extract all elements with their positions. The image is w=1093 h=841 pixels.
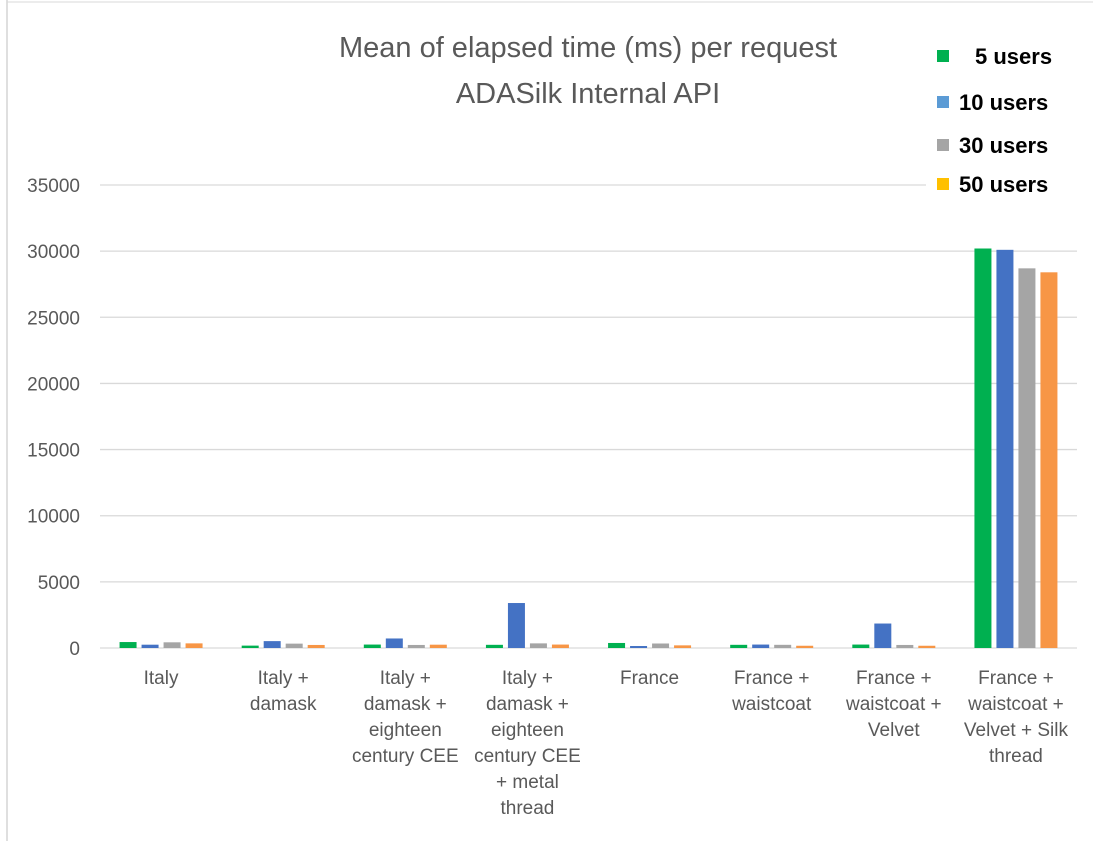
y-tick-label: 20000 xyxy=(27,374,80,395)
bar xyxy=(385,638,403,648)
legend-swatch xyxy=(937,139,949,151)
x-category-label: Velvet + Silk xyxy=(964,720,1069,741)
bar xyxy=(285,643,303,648)
legend-background xyxy=(926,34,1078,202)
legend-swatch xyxy=(937,96,949,108)
bars xyxy=(119,248,1058,649)
x-axis-category-labels: Italy Italy + damask Italy + damask + eightee… xyxy=(144,668,1069,819)
y-tick-label: 10000 xyxy=(27,507,80,528)
bar xyxy=(1018,268,1036,648)
y-tick-label: 35000 xyxy=(27,176,80,197)
bar xyxy=(918,645,936,648)
x-category-label: damask xyxy=(250,694,317,715)
bar xyxy=(752,644,770,648)
bar xyxy=(529,643,547,648)
bar xyxy=(774,644,792,648)
bar xyxy=(608,642,626,648)
y-tick-label: 5000 xyxy=(38,573,80,594)
legend-swatch xyxy=(937,50,949,62)
bar xyxy=(551,644,569,648)
x-category-label: damask + xyxy=(364,694,447,715)
bar xyxy=(507,603,525,648)
x-category-label: waistcoat xyxy=(731,694,812,715)
x-category-label: century CEE xyxy=(352,746,459,767)
x-category-label: France + xyxy=(978,668,1054,689)
bar xyxy=(652,643,670,648)
y-tick-label: 25000 xyxy=(27,308,80,329)
x-category-label: France xyxy=(620,668,679,689)
x-category-label: thread xyxy=(501,798,555,819)
bar xyxy=(141,644,159,648)
bar xyxy=(1040,272,1058,648)
bar xyxy=(185,643,203,648)
legend-label: 30 users xyxy=(959,133,1048,158)
bar xyxy=(974,248,992,649)
x-category-label: thread xyxy=(989,746,1043,767)
legend: 5 users 10 users 30 users 50 users xyxy=(926,34,1078,202)
x-category-label: France + xyxy=(856,668,932,689)
chart-title-line-2: ADASilk Internal API xyxy=(456,78,720,110)
x-category-label: France + xyxy=(734,668,810,689)
x-category-label: waistcoat + xyxy=(967,694,1064,715)
x-category-label: eighteen xyxy=(369,720,442,741)
bar xyxy=(896,644,914,648)
y-tick-label: 0 xyxy=(69,639,80,660)
bar xyxy=(429,644,447,648)
bar xyxy=(363,644,381,648)
bar xyxy=(730,644,748,648)
y-axis-tick-labels: 0 5000 10000 15000 20000 25000 30000 35000 xyxy=(27,176,80,660)
x-category-label: waistcoat + xyxy=(845,694,942,715)
bar xyxy=(485,644,503,648)
x-category-label: Italy + xyxy=(502,668,553,689)
bar xyxy=(630,646,648,648)
x-category-label: Italy xyxy=(144,668,179,689)
bar xyxy=(163,642,181,648)
chart-title-line-1: Mean of elapsed time (ms) per request xyxy=(339,32,837,64)
x-category-label: century CEE xyxy=(474,746,581,767)
bar xyxy=(996,249,1014,648)
y-tick-label: 30000 xyxy=(27,242,80,263)
legend-label: 50 users xyxy=(959,172,1048,197)
bar xyxy=(263,641,281,648)
x-category-label: Italy + xyxy=(380,668,431,689)
bar xyxy=(241,645,259,648)
x-category-label: damask + xyxy=(486,694,569,715)
x-category-label: Velvet xyxy=(868,720,920,741)
bar xyxy=(796,645,814,648)
legend-label: 5 users xyxy=(975,44,1052,69)
bar xyxy=(119,642,137,648)
legend-swatch xyxy=(937,178,949,190)
x-category-label: + metal xyxy=(496,772,559,793)
bar xyxy=(674,645,692,648)
gridlines xyxy=(100,184,1077,649)
y-tick-label: 15000 xyxy=(27,441,80,462)
bar xyxy=(852,644,870,648)
bar xyxy=(874,623,892,648)
bar xyxy=(307,644,325,648)
x-category-label: eighteen xyxy=(491,720,564,741)
bar xyxy=(407,644,425,648)
x-category-label: Italy + xyxy=(258,668,309,689)
legend-label: 10 users xyxy=(959,90,1048,115)
